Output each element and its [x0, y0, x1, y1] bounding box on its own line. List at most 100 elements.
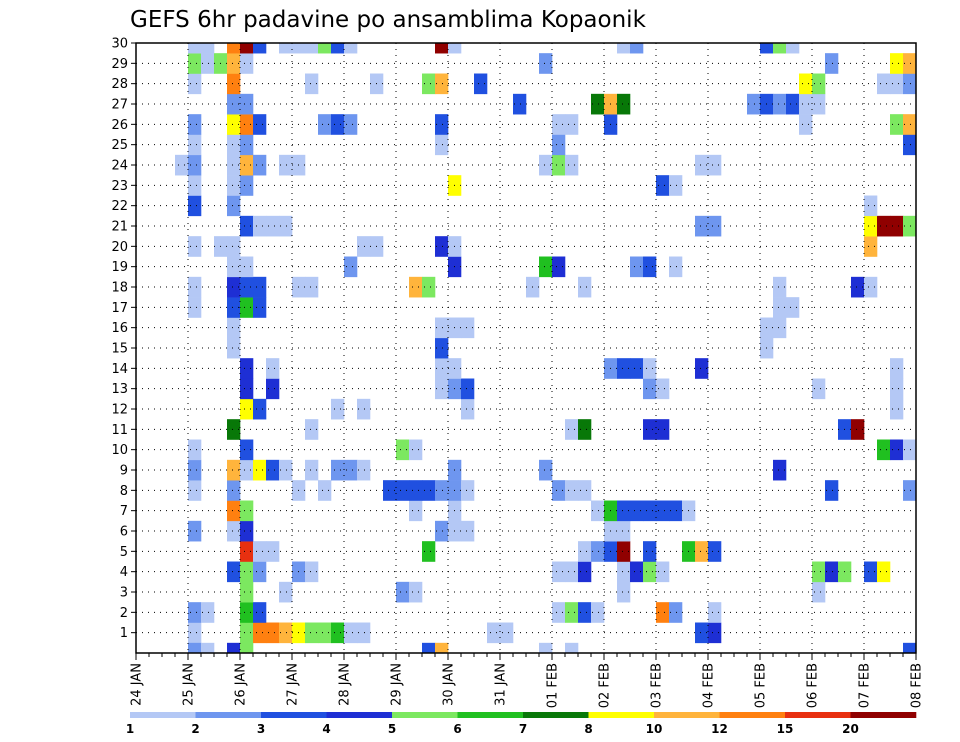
- heatmap-cell: [539, 642, 553, 654]
- heatmap-cell: [344, 256, 358, 278]
- heatmap-cell: [435, 236, 449, 257]
- heatmap-cell: [279, 459, 293, 481]
- heatmap-cell: [656, 561, 670, 583]
- heatmap-cell: [461, 378, 475, 400]
- heatmap-cell: [318, 480, 332, 501]
- y-tick-label: 10: [111, 443, 128, 458]
- heatmap-cell: [539, 256, 553, 278]
- heatmap-cell: [266, 378, 280, 400]
- y-tick-label: 20: [111, 240, 128, 255]
- heatmap-cell: [552, 561, 566, 583]
- heatmap-cell: [552, 480, 566, 501]
- colorbar-segment: [195, 712, 262, 718]
- heatmap-cell: [305, 419, 319, 440]
- heatmap-cell: [708, 541, 722, 562]
- colorbar-segment: [326, 712, 393, 718]
- heatmap-cell: [435, 480, 449, 501]
- heatmap-cell: [266, 459, 280, 481]
- heatmap-cell: [422, 73, 436, 95]
- heatmap-cell: [435, 337, 449, 359]
- heatmap-cell: [240, 358, 254, 379]
- heatmap-cell: [812, 561, 826, 583]
- heatmap-cell: [825, 561, 839, 583]
- heatmap-cell: [409, 439, 423, 461]
- heatmap-cell: [617, 358, 631, 379]
- heatmap-cell: [877, 73, 891, 95]
- colorbar-label: 6: [453, 722, 461, 736]
- heatmap-cell: [773, 317, 787, 339]
- y-tick-label: 30: [111, 37, 128, 52]
- heatmap-cell: [201, 602, 215, 623]
- heatmap-cell: [487, 622, 501, 644]
- heatmap-cell: [227, 256, 241, 278]
- heatmap-cell: [903, 114, 917, 135]
- heatmap-cell: [903, 439, 917, 461]
- heatmap-cell: [864, 236, 878, 257]
- heatmap-cell: [396, 480, 410, 501]
- x-tick-label: 05 FEB: [754, 663, 769, 708]
- heatmap-cell: [383, 480, 397, 501]
- y-tick-label: 22: [111, 199, 128, 214]
- heatmap-cell: [227, 459, 241, 481]
- heatmap-cell: [422, 642, 436, 654]
- heatmap-cell: [266, 215, 280, 237]
- heatmap-cell: [630, 358, 644, 379]
- y-tick-label: 19: [111, 260, 128, 275]
- heatmap-cell: [435, 134, 449, 156]
- heatmap-cell: [799, 114, 813, 135]
- colorbar-label: 2: [191, 722, 199, 736]
- heatmap-cell: [877, 439, 891, 461]
- heatmap-cell: [786, 43, 800, 54]
- heatmap-cell: [240, 561, 254, 583]
- heatmap-cell: [253, 541, 267, 562]
- x-tick-label: 03 FEB: [650, 663, 665, 708]
- x-axis: 24 JAN 25 JAN 26 JAN 27 JAN 28 JAN 29 JAN 30 J…: [130, 653, 925, 708]
- y-tick-label: 8: [120, 484, 128, 499]
- heatmap-cell: [305, 276, 319, 298]
- heatmap-cell: [552, 134, 566, 156]
- heatmap-cell: [773, 297, 787, 318]
- heatmap-cell: [240, 378, 254, 400]
- heatmap-cell: [435, 114, 449, 135]
- heatmap-cell: [240, 500, 254, 522]
- heatmap-cell: [344, 114, 358, 135]
- heatmap-cell: [240, 276, 254, 298]
- y-tick-label: 2: [120, 606, 128, 621]
- heatmap-cell: [903, 53, 917, 74]
- heatmap-cell: [825, 480, 839, 501]
- heatmap-cell: [240, 175, 254, 196]
- heatmap-cell: [188, 622, 202, 644]
- heatmap-cell: [695, 215, 709, 237]
- heatmap-cell: [175, 154, 189, 176]
- x-tick-label: 29 JAN: [390, 663, 405, 706]
- heatmap-cell: [227, 500, 241, 522]
- heatmap-cell: [201, 43, 215, 54]
- heatmap-cell: [851, 276, 865, 298]
- heatmap-cell: [461, 480, 475, 501]
- y-tick-label: 7: [120, 504, 128, 519]
- heatmap-cell: [331, 114, 345, 135]
- heatmap-cell: [253, 622, 267, 644]
- heatmap-cell: [422, 276, 436, 298]
- colorbar-label: 3: [257, 722, 265, 736]
- heatmap-cell: [630, 43, 644, 54]
- heatmap-cell: [773, 276, 787, 298]
- heatmap-cell: [227, 337, 241, 359]
- heatmap-cell: [305, 459, 319, 481]
- heatmap-cell: [240, 93, 254, 115]
- heatmap-cell: [422, 541, 436, 562]
- heatmap-cell: [331, 459, 345, 481]
- heatmap-cell: [227, 480, 241, 501]
- heatmap-cell: [266, 622, 280, 644]
- heatmap-cell: [396, 439, 410, 461]
- heatmap-cell: [318, 622, 332, 644]
- heatmap-cell: [292, 43, 306, 54]
- heatmap-cell: [890, 215, 904, 237]
- heatmap-cell: [799, 93, 813, 115]
- heatmap-cell: [227, 195, 241, 217]
- heatmap-cell: [305, 622, 319, 644]
- heatmap-cell: [188, 175, 202, 196]
- heatmap-cell: [188, 459, 202, 481]
- heatmap-cell: [240, 134, 254, 156]
